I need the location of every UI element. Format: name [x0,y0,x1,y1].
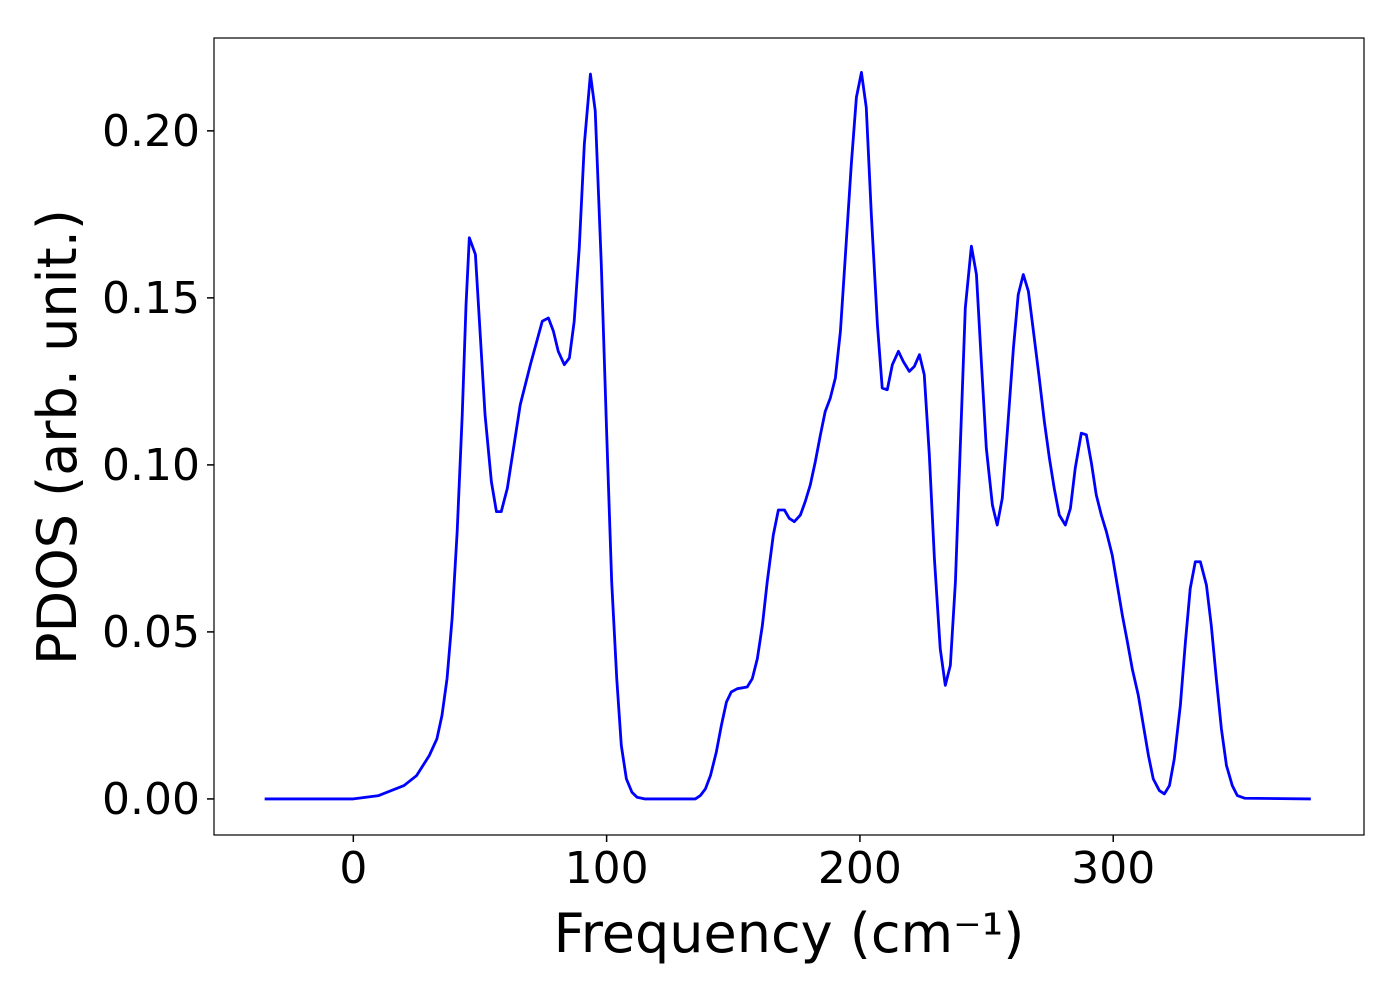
data-line [264,71,1311,801]
plot-frame [213,37,1365,836]
x-tick-label: 100 [565,843,649,894]
x-tick-label: 0 [339,843,367,894]
y-tick-label: 0.10 [102,440,200,491]
y-tick-label: 0.05 [102,607,200,658]
x-tick-label: 200 [818,843,902,894]
x-axis-label: Frequency (cm⁻¹) [554,902,1025,965]
y-tick-label: 0.20 [102,106,200,157]
y-tick-label: 0.15 [102,273,200,324]
y-axis-label: PDOS (arb. unit.) [26,209,89,665]
x-tick-label: 300 [1071,843,1155,894]
y-tick-label: 0.00 [102,774,200,825]
